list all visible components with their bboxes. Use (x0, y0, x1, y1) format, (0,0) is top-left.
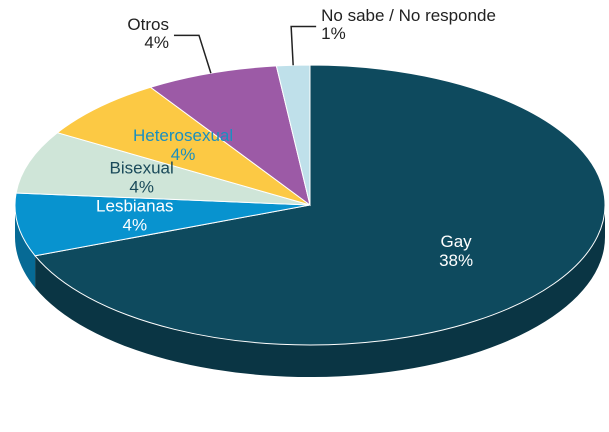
leader-line (290, 25, 317, 66)
slice (14, 192, 311, 257)
value-label: 4% (144, 33, 169, 52)
leader-line (173, 34, 212, 74)
value-label: 4% (123, 215, 148, 234)
value-label: 1% (321, 24, 346, 43)
value-label: 38% (439, 251, 473, 270)
slice-label: Otros (127, 15, 169, 34)
slice-side (35, 205, 606, 378)
value-label: 4% (129, 178, 154, 197)
slice (34, 64, 606, 346)
slice-label: Lesbianas (96, 196, 174, 215)
slice-label: Bisexual (110, 159, 174, 178)
slice-label: Gay (441, 232, 473, 251)
slice-label: Heterosexual (133, 126, 233, 145)
slice-side (15, 205, 36, 288)
slice (56, 86, 311, 206)
slice (275, 64, 311, 206)
slice (15, 132, 311, 206)
slice (149, 65, 311, 207)
value-label: 4% (171, 145, 196, 164)
slice-label: No sabe / No responde (321, 6, 496, 25)
